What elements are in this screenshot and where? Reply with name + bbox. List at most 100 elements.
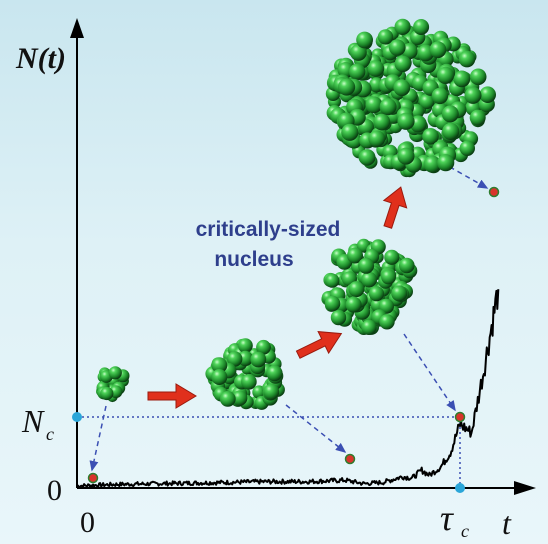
nucleus-sphere	[453, 70, 471, 88]
nucleus-sphere	[469, 109, 486, 126]
nucleus-sphere	[367, 60, 385, 77]
growth-arrows	[147, 186, 408, 409]
nucleus-sphere	[256, 339, 271, 355]
nucleus-sphere	[442, 122, 460, 140]
nucleus-sphere	[358, 149, 376, 166]
nucleus-sphere	[356, 31, 373, 49]
nucleus-sphere	[341, 123, 359, 141]
nucleus-sphere	[413, 19, 430, 35]
nucleus-sphere	[464, 86, 482, 104]
nucleus-sphere	[368, 286, 385, 302]
growth-arrow-1	[147, 383, 197, 409]
nucleus-sphere	[365, 96, 383, 114]
nucleus-sphere	[394, 18, 411, 35]
nucleus-sphere	[379, 314, 395, 330]
critical-time-label: τ c	[440, 498, 469, 541]
nucleus-sphere	[368, 130, 386, 148]
leader-medium	[285, 404, 347, 453]
curve-point-small	[87, 472, 99, 484]
growth-arrow-3	[382, 186, 408, 229]
y-axis-arrowhead	[70, 18, 84, 38]
nucleus-sphere	[391, 285, 408, 302]
critical-size-subscript: c	[46, 424, 54, 444]
nucleus-sphere	[429, 41, 447, 59]
annotation: critically-sized nucleus	[196, 218, 341, 271]
critical-size-symbol: N	[21, 403, 45, 439]
nucleus-sphere	[358, 257, 375, 274]
annotation-line-1: critically-sized	[196, 218, 341, 241]
nucleus-sphere	[238, 338, 253, 353]
x-axis-label: t	[502, 505, 512, 541]
annotation-line-2: nucleus	[214, 248, 293, 271]
leader-arrows	[89, 157, 489, 472]
nucleus-sphere	[263, 383, 280, 400]
nucleus-sphere	[219, 391, 236, 407]
nucleus-cluster-large	[325, 18, 497, 178]
nucleus-cluster-medium	[205, 338, 285, 410]
critical-time-marker	[455, 483, 465, 493]
nucleus-sphere	[422, 128, 439, 145]
nucleus-sphere	[399, 257, 415, 274]
nucleus-sphere	[266, 365, 283, 382]
nucleus-sphere	[338, 78, 356, 96]
nucleus-sphere	[325, 273, 340, 288]
nucleus-sphere	[361, 271, 377, 288]
curve-point-medium	[344, 453, 356, 465]
x-origin-label: 0	[80, 506, 95, 539]
nucleus-sphere	[324, 295, 341, 312]
critical-time-subscript: c	[461, 521, 469, 541]
nucleus-sphere	[458, 50, 476, 68]
nucleus-sphere	[345, 296, 362, 313]
x-axis-arrowhead	[514, 481, 536, 495]
nucleus-sphere	[348, 281, 365, 298]
nucleus-sphere	[211, 369, 228, 385]
nucleus-sphere	[108, 366, 122, 380]
nucleus-cluster-small	[96, 366, 130, 403]
nucleus-sphere	[211, 357, 228, 374]
nucleus-sphere	[436, 66, 455, 84]
nucleus-sphere	[350, 44, 367, 61]
nucleus-sphere	[389, 39, 406, 56]
critical-size-label: N c	[21, 403, 54, 444]
nucleus-sphere	[431, 87, 449, 105]
nucleus-sphere	[397, 112, 415, 130]
leader-critical	[403, 333, 456, 412]
curve-point-critical	[454, 411, 466, 423]
nucleus-sphere	[241, 374, 257, 390]
nucleus-sphere	[397, 147, 415, 165]
leader-small	[89, 405, 107, 472]
nucleus-sphere	[379, 98, 397, 116]
nucleus-sphere	[479, 86, 497, 103]
y-origin-label: 0	[47, 474, 62, 507]
critical-guides	[77, 416, 461, 488]
nucleus-cluster-critical	[321, 238, 418, 335]
nucleus-sphere	[384, 249, 400, 265]
nucleus-sphere	[330, 309, 347, 326]
nucleus-sphere	[377, 29, 394, 45]
growth-arrow-2	[295, 331, 343, 359]
nucleus-sphere	[423, 155, 441, 173]
nucleus-sphere	[361, 319, 377, 335]
nucleus-sphere	[232, 390, 248, 406]
y-axis-label: N(t)	[15, 42, 66, 75]
nucleus-sphere	[250, 351, 267, 368]
critical-time-symbol: τ	[440, 498, 454, 538]
axes	[70, 18, 536, 495]
nucleus-sphere	[469, 68, 487, 86]
nucleus-sphere	[393, 79, 411, 97]
nucleus-sphere	[347, 247, 363, 264]
nucleus-sphere	[419, 93, 435, 110]
curve-point-large	[488, 186, 500, 198]
critical-size-marker	[72, 412, 82, 422]
curve-points	[87, 186, 500, 484]
nucleus-sphere	[441, 105, 459, 123]
nucleus-sphere	[349, 63, 366, 80]
nucleus-sphere	[381, 269, 396, 285]
nucleus-size-curve	[76, 289, 500, 489]
nucleus-sphere	[437, 154, 455, 172]
nucleus-sphere	[373, 113, 391, 131]
nucleus-sphere	[378, 298, 394, 314]
nucleus-sphere	[394, 55, 412, 73]
